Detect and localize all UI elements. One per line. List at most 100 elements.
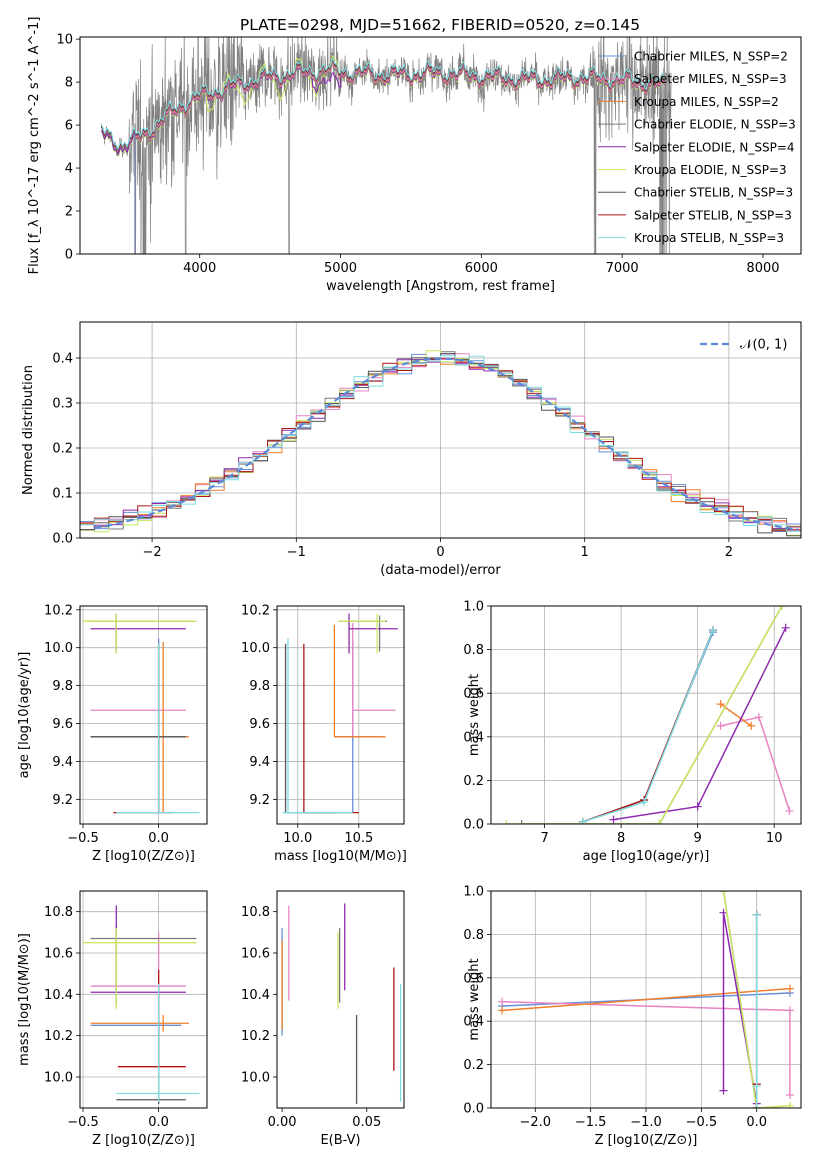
point-marker-kroupa_elodie — [719, 891, 728, 895]
axes-frame — [79, 605, 208, 825]
series-line-kroupa_miles — [720, 703, 752, 727]
y-tick-label: 10.2 — [241, 603, 270, 618]
point-marker-kroupa_elodie — [655, 820, 664, 824]
legend-label-chabrier_miles: Chabrier MILES, N_SSP=2 — [634, 50, 788, 64]
y-tick-label: 0.2 — [463, 1058, 484, 1073]
y-tick-label: 0.4 — [463, 1015, 484, 1030]
age-vs-mass-panel: 10.0 10.5 9.2 9.4 9.6 9.8 10.0 10.2 mass [log10(… — [241, 603, 407, 864]
y-tick-label: 10.8 — [44, 905, 73, 920]
point-marker-kroupa_miles — [747, 721, 756, 730]
y-tick-label: 9.4 — [249, 755, 270, 770]
y-tick-label: 10.2 — [241, 1029, 270, 1044]
age-vs-metallicity-panel: −0.5 0.0 9.2 9.4 9.6 9.8 10.0 10.2 Z [log10(Z/Z⊙… — [17, 603, 208, 864]
x-axis-label: wavelength [Angstrom, rest frame] — [326, 279, 555, 294]
x-tick-label: 0.0 — [148, 1115, 169, 1130]
y-tick-label: 9.4 — [52, 755, 73, 770]
legend-label-chabrier_stelib: Chabrier STELIB, N_SSP=3 — [634, 186, 793, 200]
point-marker-salpeter_miles — [716, 721, 725, 730]
legend-label-kroupa_elodie: Kroupa ELODIE, N_SSP=3 — [634, 163, 787, 177]
x-tick-label: 8 — [617, 831, 625, 846]
mass-vs-metallicity-panel: −0.5 0.0 10.0 10.2 10.4 10.6 10.8 Z [log10(Z/Z⊙… — [17, 890, 208, 1148]
plot-area — [502, 606, 794, 824]
point-marker-kroupa_stelib — [752, 1104, 761, 1108]
point-marker-kroupa_miles — [785, 984, 794, 993]
y-axis-label: age [log10(age/yr)] — [17, 652, 32, 779]
mass-weight-vs-age-panel: 7 8 9 10 0.0 0.2 0.4 0.6 0.8 1.0 age [log10(age/yr… — [463, 600, 802, 864]
y-tick-label: 9.2 — [249, 793, 270, 808]
residual-histogram-panel: −2 −1 0 1 2 0.0 0.1 0.2 0.3 0.4 (data-model)/error… — [21, 321, 802, 578]
y-tick-label: 10.6 — [241, 947, 270, 962]
plot-area — [100, 37, 672, 254]
x-tick-label: 2 — [725, 545, 733, 560]
x-tick-label: 10 — [766, 831, 783, 846]
point-marker-salpeter_miles — [785, 806, 794, 815]
legend-label-salpeter_miles: Salpeter MILES, N_SSP=3 — [634, 72, 787, 86]
x-tick-label: −1 — [287, 545, 306, 560]
y-tick-label: 10.0 — [44, 641, 73, 656]
y-tick-label: 0.4 — [52, 352, 73, 367]
x-tick-label: 1 — [581, 545, 589, 560]
y-tick-label: 1.0 — [463, 885, 484, 900]
x-axis-label: Z [log10(Z/Z⊙)] — [92, 1133, 195, 1148]
y-tick-label: 10.2 — [44, 603, 73, 618]
x-tick-label: 0.00 — [268, 1115, 297, 1130]
x-axis-label: Z [log10(Z/Z⊙)] — [595, 1133, 698, 1148]
x-tick-label: 0.0 — [746, 1115, 767, 1130]
x-tick-label: 5000 — [324, 261, 357, 276]
x-tick-label: −0.5 — [67, 831, 99, 846]
legend-label-normal: 𝒩(0, 1) — [740, 338, 787, 353]
point-marker-salpeter_elodie — [693, 802, 702, 811]
point-marker-salpeter_elodie — [609, 815, 618, 824]
y-tick-label: 0.6 — [463, 687, 484, 702]
x-axis-label: (data-model)/error — [380, 563, 501, 578]
y-tick-label: 10.8 — [241, 905, 270, 920]
y-tick-label: 0.0 — [52, 532, 73, 547]
y-tick-label: 9.8 — [249, 679, 270, 694]
plot-area — [83, 905, 200, 1104]
hist-step-kroupa_miles — [80, 360, 801, 527]
point-marker-salpeter_miles — [785, 1006, 794, 1015]
model-line-kroupa_stelib — [101, 58, 665, 151]
mass-weight-vs-metallicity-panel: −2.0 −1.5 −1.0 −0.5 0.0 0.0 0.2 0.4 0.6 0.8 1.0 Z [… — [463, 885, 802, 1148]
y-tick-label: 10.2 — [44, 1029, 73, 1044]
x-axis-label: age [log10(age/yr)] — [583, 849, 710, 864]
x-tick-label: −1.5 — [575, 1115, 607, 1130]
point-marker-kroupa_stelib — [640, 798, 649, 807]
x-axis-label: Z [log10(Z/Z⊙)] — [92, 849, 195, 864]
point-marker-kroupa_stelib — [752, 910, 761, 919]
plot-area — [281, 903, 402, 1104]
y-tick-label: 0.3 — [52, 397, 73, 412]
y-tick-label: 10.6 — [44, 947, 73, 962]
normal-curve — [94, 357, 799, 531]
point-marker-kroupa_elodie — [502, 820, 511, 824]
y-tick-label: 10.4 — [44, 988, 73, 1003]
mass-vs-ebv-panel: 0.00 0.05 10.0 10.2 10.4 10.6 10.8 E(B-V) — [241, 890, 405, 1148]
point-marker-salpeter_miles — [754, 713, 763, 722]
x-tick-label: 4000 — [183, 261, 216, 276]
y-tick-label: 10.0 — [241, 1071, 270, 1086]
y-tick-label: 9.6 — [249, 717, 270, 732]
axes-frame — [79, 36, 802, 255]
y-tick-label: 9.2 — [52, 793, 73, 808]
point-marker-kroupa_stelib — [708, 625, 717, 634]
x-tick-label: 0.05 — [352, 1115, 381, 1130]
x-tick-label: −2 — [143, 545, 162, 560]
y-axis-label: Normed distribution — [21, 365, 36, 495]
point-marker-salpeter_miles — [785, 1090, 794, 1099]
point-marker-salpeter_miles — [498, 997, 507, 1006]
y-tick-label: 1.0 — [463, 600, 484, 615]
point-marker-kroupa_miles — [716, 700, 725, 709]
plot-area — [83, 613, 200, 814]
y-tick-label: 6 — [65, 119, 73, 134]
legend-label-salpeter_stelib: Salpeter STELIB, N_SSP=3 — [634, 208, 792, 222]
x-tick-label: 9 — [694, 831, 702, 846]
x-tick-label: 0.0 — [148, 831, 169, 846]
x-tick-label: −0.5 — [686, 1115, 718, 1130]
legend-label-kroupa_stelib: Kroupa STELIB, N_SSP=3 — [634, 231, 784, 245]
y-tick-label: 0.4 — [463, 730, 484, 745]
y-tick-label: 0.8 — [463, 643, 484, 658]
axes-frame — [490, 605, 802, 825]
figure-title: PLATE=0298, MJD=51662, FIBERID=0520, z=0… — [240, 16, 640, 34]
spectrum-panel: 4000 5000 6000 7000 8000 0 2 4 6 8 10 wavelength [A… — [27, 17, 802, 294]
plot-area — [80, 350, 801, 537]
